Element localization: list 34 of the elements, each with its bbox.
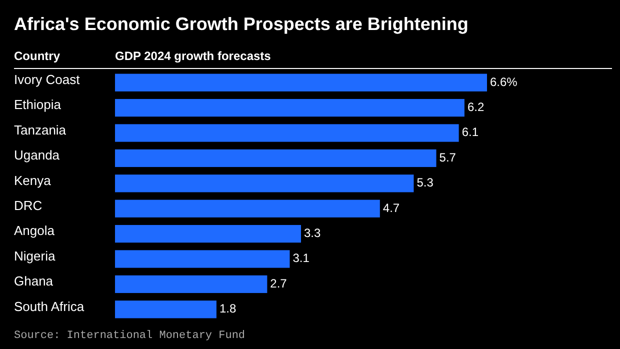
y-tick-label: South Africa: [14, 298, 85, 314]
y-tick-label: Angola: [14, 223, 56, 238]
bar: [115, 174, 414, 192]
data-label: 1.8: [219, 302, 236, 316]
bar: [115, 74, 487, 92]
data-label: 6.6%: [490, 74, 518, 89]
y-tick-label: Ghana: [14, 274, 54, 289]
y-tick-label: Nigeria: [14, 248, 56, 264]
y-tick-label: Tanzania: [14, 122, 67, 138]
data-label: 3.3: [304, 226, 322, 240]
data-label: 5.3: [416, 176, 434, 190]
y-axis-title: Country: [14, 49, 60, 63]
bar: [115, 200, 380, 218]
bar: [115, 300, 216, 318]
data-label: 3.1: [292, 251, 310, 266]
bar: [115, 124, 459, 142]
y-tick-label: Uganda: [14, 148, 60, 163]
y-tick-label: Kenya: [14, 172, 52, 188]
x-axis-title: GDP 2024 growth forecasts: [115, 49, 272, 63]
chart-title: Africa's Economic Growth Prospects are Brightening: [14, 14, 468, 34]
bar: [115, 224, 301, 243]
bar: [115, 149, 436, 168]
data-label: 5.7: [439, 150, 456, 164]
y-tick-label: DRC: [14, 198, 42, 214]
data-label: 2.7: [270, 276, 288, 290]
y-tick-label: Ethiopia: [14, 97, 62, 112]
bar: [115, 275, 268, 294]
data-label: 4.7: [382, 200, 400, 215]
data-label: 6.2: [467, 100, 484, 114]
bar: [115, 250, 290, 268]
data-label: 6.1: [462, 125, 479, 140]
source-note: Source: International Monetary Fund: [14, 330, 246, 342]
bar: [115, 98, 464, 117]
y-tick-label: Ivory Coast: [14, 72, 80, 88]
